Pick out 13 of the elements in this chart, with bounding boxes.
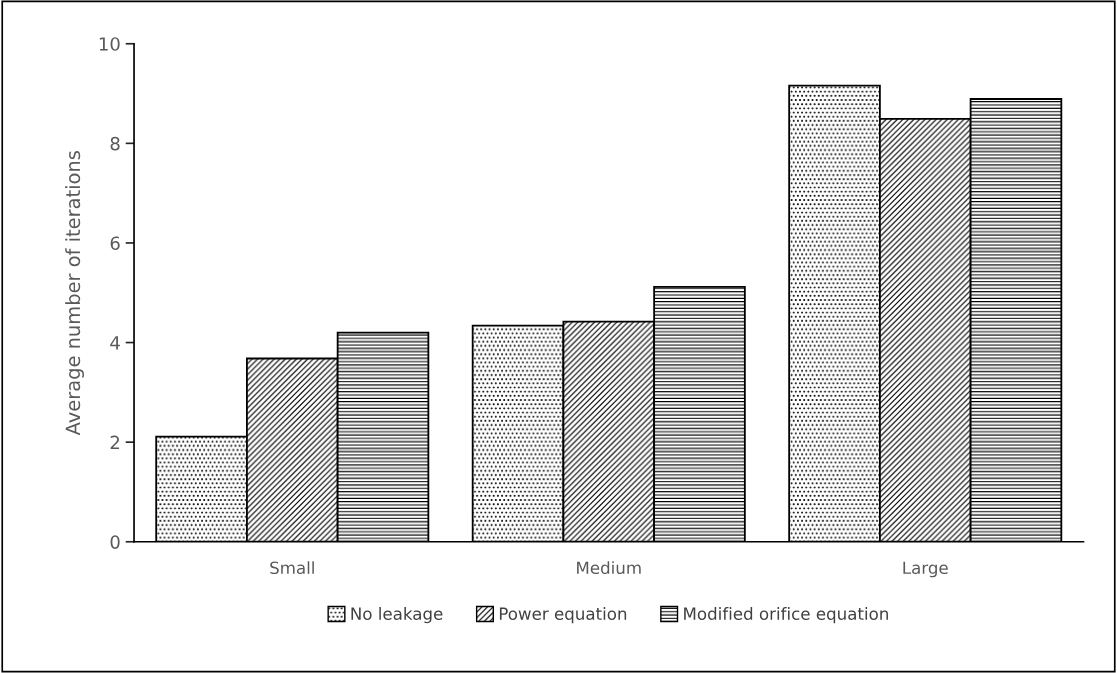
x-tick-label: Medium	[577, 561, 641, 575]
y-tick-label: 6	[110, 236, 120, 251]
y-tick-label: 8	[110, 136, 120, 151]
x-tick-label: Large	[903, 561, 948, 578]
y-tick-label: 2	[110, 435, 120, 450]
y-tick-label: 0	[110, 535, 120, 549]
x-tick-label: Small	[270, 561, 314, 575]
legend-label: Modified orifice equation	[684, 607, 888, 624]
y-tick-label: 4	[110, 336, 120, 350]
legend-label: Power equation	[499, 607, 627, 624]
y-tick-label: 10	[99, 37, 120, 51]
legend-label: No leakage	[351, 607, 443, 624]
y-axis-title: Average number of iterations	[65, 151, 84, 436]
